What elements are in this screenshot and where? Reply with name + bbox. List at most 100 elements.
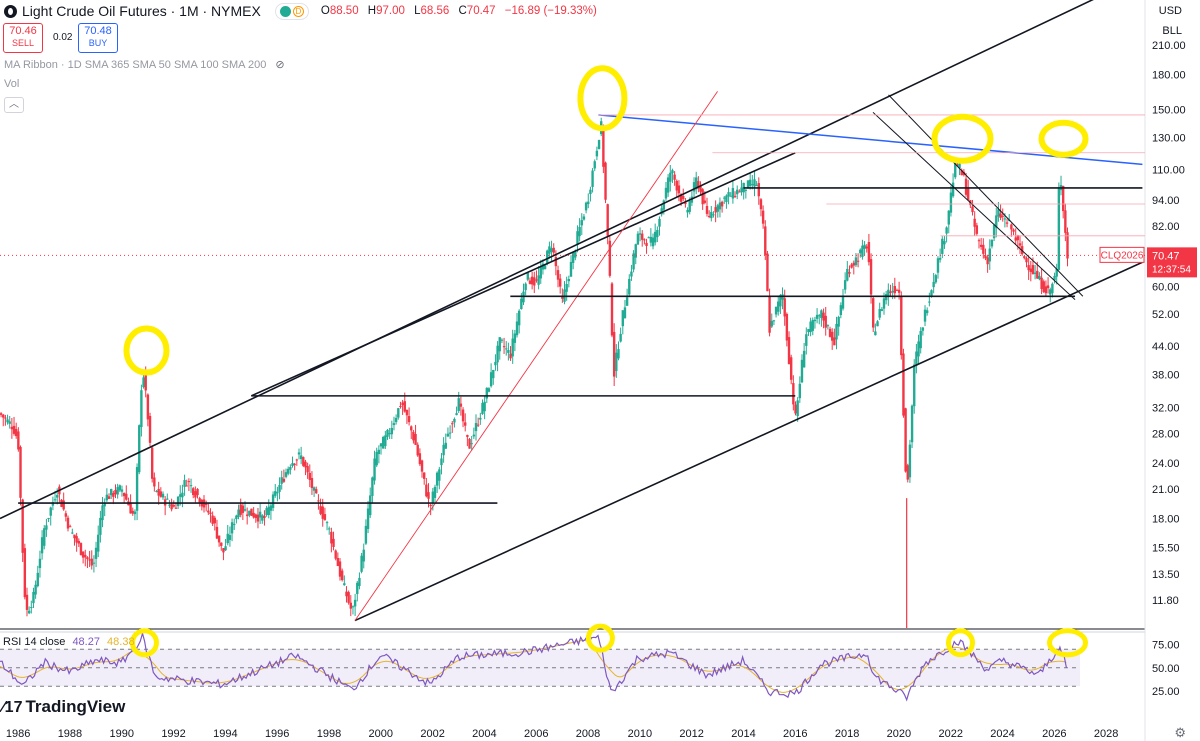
- candle-down: [699, 185, 702, 192]
- price-tick-label: 15.50: [1152, 542, 1180, 554]
- gear-icon[interactable]: ⚙: [1174, 725, 1186, 740]
- candle-down: [12, 425, 16, 434]
- rsi-legend[interactable]: RSI 14 close 48.27 48.38: [3, 636, 135, 648]
- market-open-icon: [279, 5, 291, 17]
- candle-down: [848, 272, 851, 274]
- candle-down: [2, 414, 5, 418]
- candle-up: [513, 333, 517, 343]
- candle-up: [291, 463, 294, 466]
- candle-up: [189, 485, 193, 487]
- candle-down: [872, 298, 875, 328]
- candle-up: [373, 458, 376, 481]
- candle-up: [235, 515, 238, 520]
- year-tick-label: 1996: [265, 728, 289, 740]
- candle-down: [794, 404, 797, 414]
- price-tick-label: 94.00: [1152, 195, 1180, 207]
- candle-up: [386, 429, 389, 437]
- trendline-resistance_blue: [598, 114, 1143, 166]
- candle-down: [73, 534, 76, 539]
- candle-up: [118, 485, 122, 491]
- candle-down: [347, 592, 350, 603]
- candle-down: [425, 484, 428, 497]
- candle-up: [40, 537, 44, 554]
- candle-up: [498, 337, 501, 352]
- candle-up: [280, 477, 283, 484]
- candle-up: [384, 435, 387, 447]
- candle-up: [638, 233, 642, 235]
- candle-down: [645, 242, 648, 247]
- candle-down: [766, 253, 769, 292]
- candle-down: [81, 551, 85, 558]
- candle-up: [541, 263, 545, 270]
- collapse-indicators-button[interactable]: ︿: [4, 97, 24, 113]
- candle-down: [867, 242, 871, 263]
- symbol-header: Light Crude Oil Futures · 1M · NYMEX D O…: [0, 0, 603, 22]
- candle-down: [194, 491, 197, 498]
- candle-down: [157, 488, 160, 496]
- candle-down: [973, 218, 976, 227]
- candle-up: [887, 289, 890, 297]
- candle-up: [919, 330, 922, 349]
- candle-down: [429, 504, 432, 507]
- candle-up: [444, 442, 447, 449]
- candle-up: [837, 316, 840, 327]
- candle-up: [343, 583, 346, 586]
- candle-down: [761, 210, 765, 224]
- candle-up: [574, 250, 577, 258]
- candle-up: [876, 321, 879, 327]
- candle-down: [556, 270, 560, 280]
- currency-selector[interactable]: USD: [1158, 5, 1182, 17]
- ma-ribbon-indicator[interactable]: MA Ribbon · 1D SMA 365 SMA 50 SMA 100 SM…: [4, 59, 285, 71]
- buy-button[interactable]: 70.48 BUY: [78, 23, 118, 53]
- candle-up: [38, 558, 42, 569]
- spread-value: 0.02: [53, 32, 73, 43]
- eye-hidden-icon[interactable]: ⊘: [275, 59, 285, 71]
- delayed-icon: D: [292, 5, 304, 17]
- candle-down: [334, 550, 337, 559]
- candle-up: [863, 244, 866, 249]
- candle-up: [587, 201, 590, 205]
- candle-up: [470, 443, 473, 445]
- candle-up: [1033, 272, 1037, 274]
- candle-down: [211, 515, 214, 524]
- candle-down: [733, 195, 737, 197]
- unit-selector[interactable]: BLL: [1162, 25, 1182, 37]
- candle-up: [360, 555, 363, 572]
- candle-down: [468, 438, 471, 449]
- candle-down: [148, 415, 152, 443]
- candle-down: [336, 558, 340, 567]
- tradingview-logo[interactable]: ⁄17 TradingView: [2, 697, 126, 716]
- candle-up: [181, 492, 184, 498]
- candle-up: [120, 489, 124, 492]
- price-tick-label: 21.00: [1152, 484, 1180, 496]
- candle-up: [233, 523, 236, 525]
- candle-up: [841, 295, 845, 309]
- candle-down: [66, 517, 70, 529]
- candle-up: [779, 295, 782, 307]
- candle-down: [604, 162, 607, 200]
- symbol-title[interactable]: Light Crude Oil Futures · 1M · NYMEX: [22, 3, 261, 19]
- volume-indicator[interactable]: Vol: [4, 78, 20, 90]
- candle-up: [813, 319, 817, 322]
- candle-up: [647, 237, 650, 239]
- candle-up: [623, 307, 627, 319]
- candle-down: [602, 127, 605, 167]
- candle-up: [179, 494, 182, 497]
- candle-up: [846, 268, 849, 281]
- candle-up: [284, 472, 288, 477]
- candle-up: [36, 572, 39, 587]
- candle-up: [278, 484, 281, 492]
- candle-up: [917, 341, 920, 357]
- price-tick-label: 38.00: [1152, 369, 1180, 381]
- candle-up: [928, 301, 931, 303]
- candle-up: [351, 606, 355, 608]
- candle-down: [502, 346, 506, 348]
- price-tick-label: 24.00: [1152, 458, 1180, 470]
- candle-up: [662, 200, 666, 210]
- trendline-channel_mid: [250, 152, 796, 397]
- candle-up: [947, 210, 950, 225]
- candle-up: [669, 172, 672, 182]
- sell-button[interactable]: 70.46 SELL: [3, 23, 43, 53]
- status-pill[interactable]: D: [274, 2, 309, 20]
